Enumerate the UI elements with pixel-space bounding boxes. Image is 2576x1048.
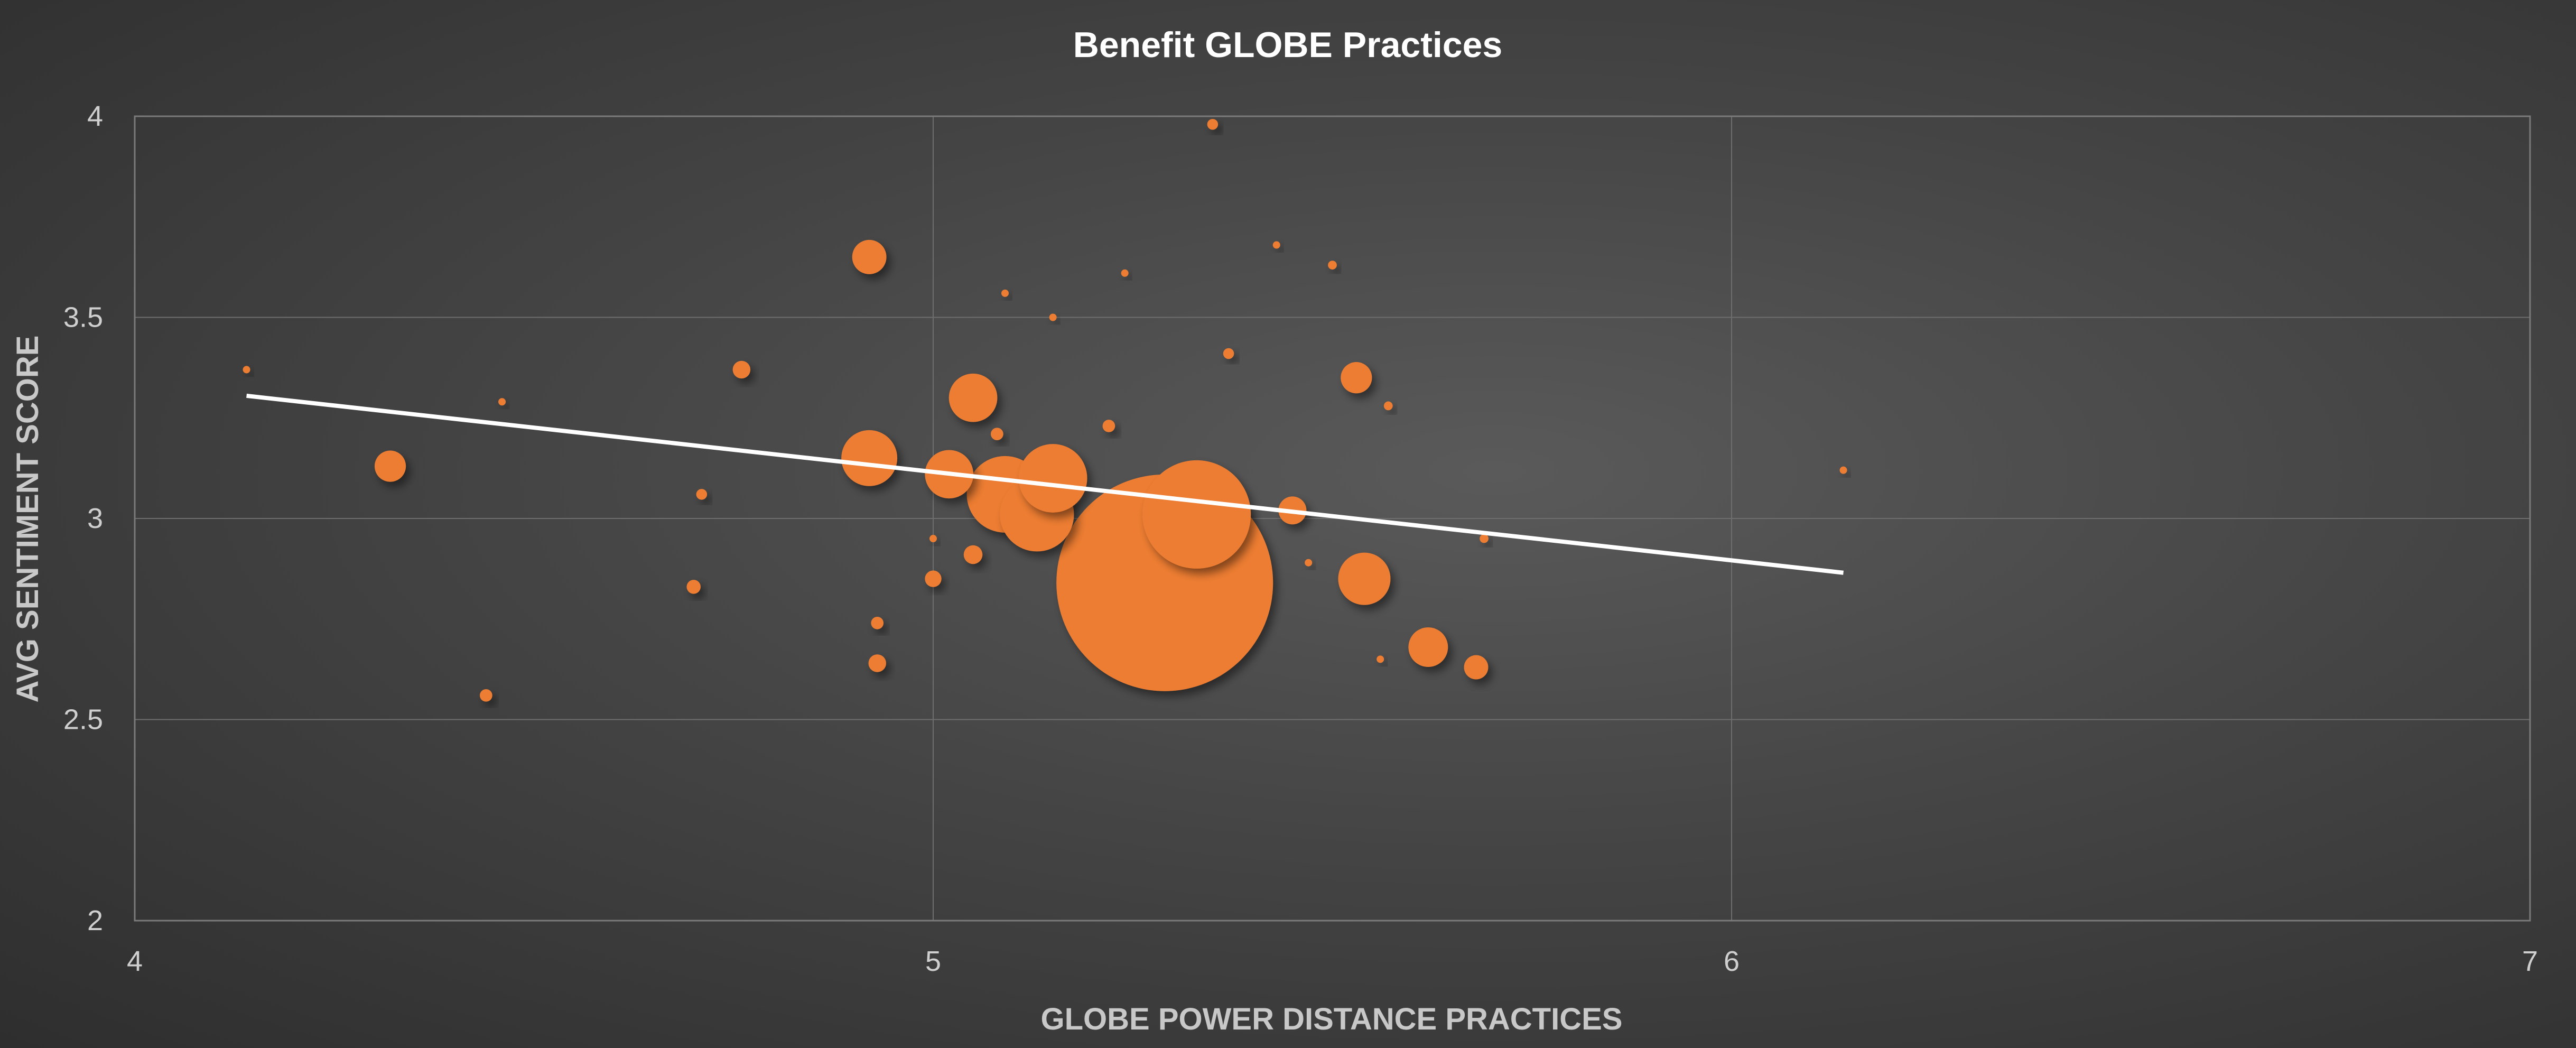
- bubble-point: [1142, 460, 1251, 569]
- bubbles: [243, 118, 1847, 702]
- bubble-point: [929, 535, 937, 543]
- x-axis-title: GLOBE POWER DISTANCE PRACTICES: [1041, 1002, 1623, 1036]
- x-tick-label: 7: [2522, 945, 2538, 977]
- bubble-point: [841, 430, 898, 486]
- y-tick-label: 3.5: [63, 302, 103, 333]
- bubble-point: [1341, 362, 1372, 394]
- y-tick-label: 3: [87, 503, 103, 534]
- bubble-point: [1839, 466, 1847, 474]
- x-tick-label: 4: [127, 945, 143, 977]
- bubble-point: [948, 373, 998, 422]
- bubble-point: [1121, 269, 1129, 277]
- bubble-point: [1001, 289, 1009, 297]
- gridlines: [134, 116, 2531, 921]
- x-tick-label: 5: [925, 945, 941, 977]
- bubble-point: [1102, 420, 1115, 432]
- x-tick-labels: 4 5 6 7: [127, 945, 2538, 977]
- bubble-point: [1223, 348, 1234, 359]
- bubble-point: [1018, 444, 1087, 513]
- y-tick-labels: 2 2.5 3 3.5 4: [63, 100, 103, 936]
- y-tick-label: 2: [87, 905, 103, 936]
- bubble-point: [1338, 552, 1391, 605]
- bubble-point: [686, 580, 701, 594]
- bubble-point: [1464, 655, 1489, 680]
- bubble-point: [1377, 655, 1384, 663]
- bubble-point: [1480, 534, 1489, 543]
- bubble-point: [868, 654, 886, 672]
- bubble-point: [243, 366, 250, 374]
- y-tick-label: 4: [87, 100, 103, 132]
- y-axis-title: AVG SENTIMENT SCORE: [11, 336, 45, 703]
- bubble-point: [991, 428, 1003, 441]
- bubble-point: [925, 570, 942, 587]
- bubble-point: [374, 450, 406, 482]
- bubble-point: [1408, 627, 1448, 667]
- y-tick-label: 2.5: [63, 704, 103, 736]
- bubble-point: [1383, 401, 1393, 411]
- plot-area-frame: [134, 115, 2531, 922]
- bubble-point: [498, 398, 506, 406]
- bubble-point: [1272, 241, 1280, 249]
- bubble-point: [480, 689, 492, 702]
- bubble-point: [1049, 313, 1057, 321]
- bubble-point: [963, 545, 983, 564]
- bubble-point: [1207, 118, 1219, 130]
- bubble-point: [852, 239, 887, 274]
- x-tick-label: 6: [1724, 945, 1740, 977]
- bubble-point: [871, 617, 884, 629]
- trendline: [246, 393, 1844, 575]
- chart-title: Benefit GLOBE Practices: [1073, 25, 1502, 65]
- bubble-point: [1305, 559, 1313, 567]
- bubble-point: [1328, 261, 1337, 270]
- bubble-point: [696, 489, 708, 500]
- bubble-point: [732, 360, 751, 379]
